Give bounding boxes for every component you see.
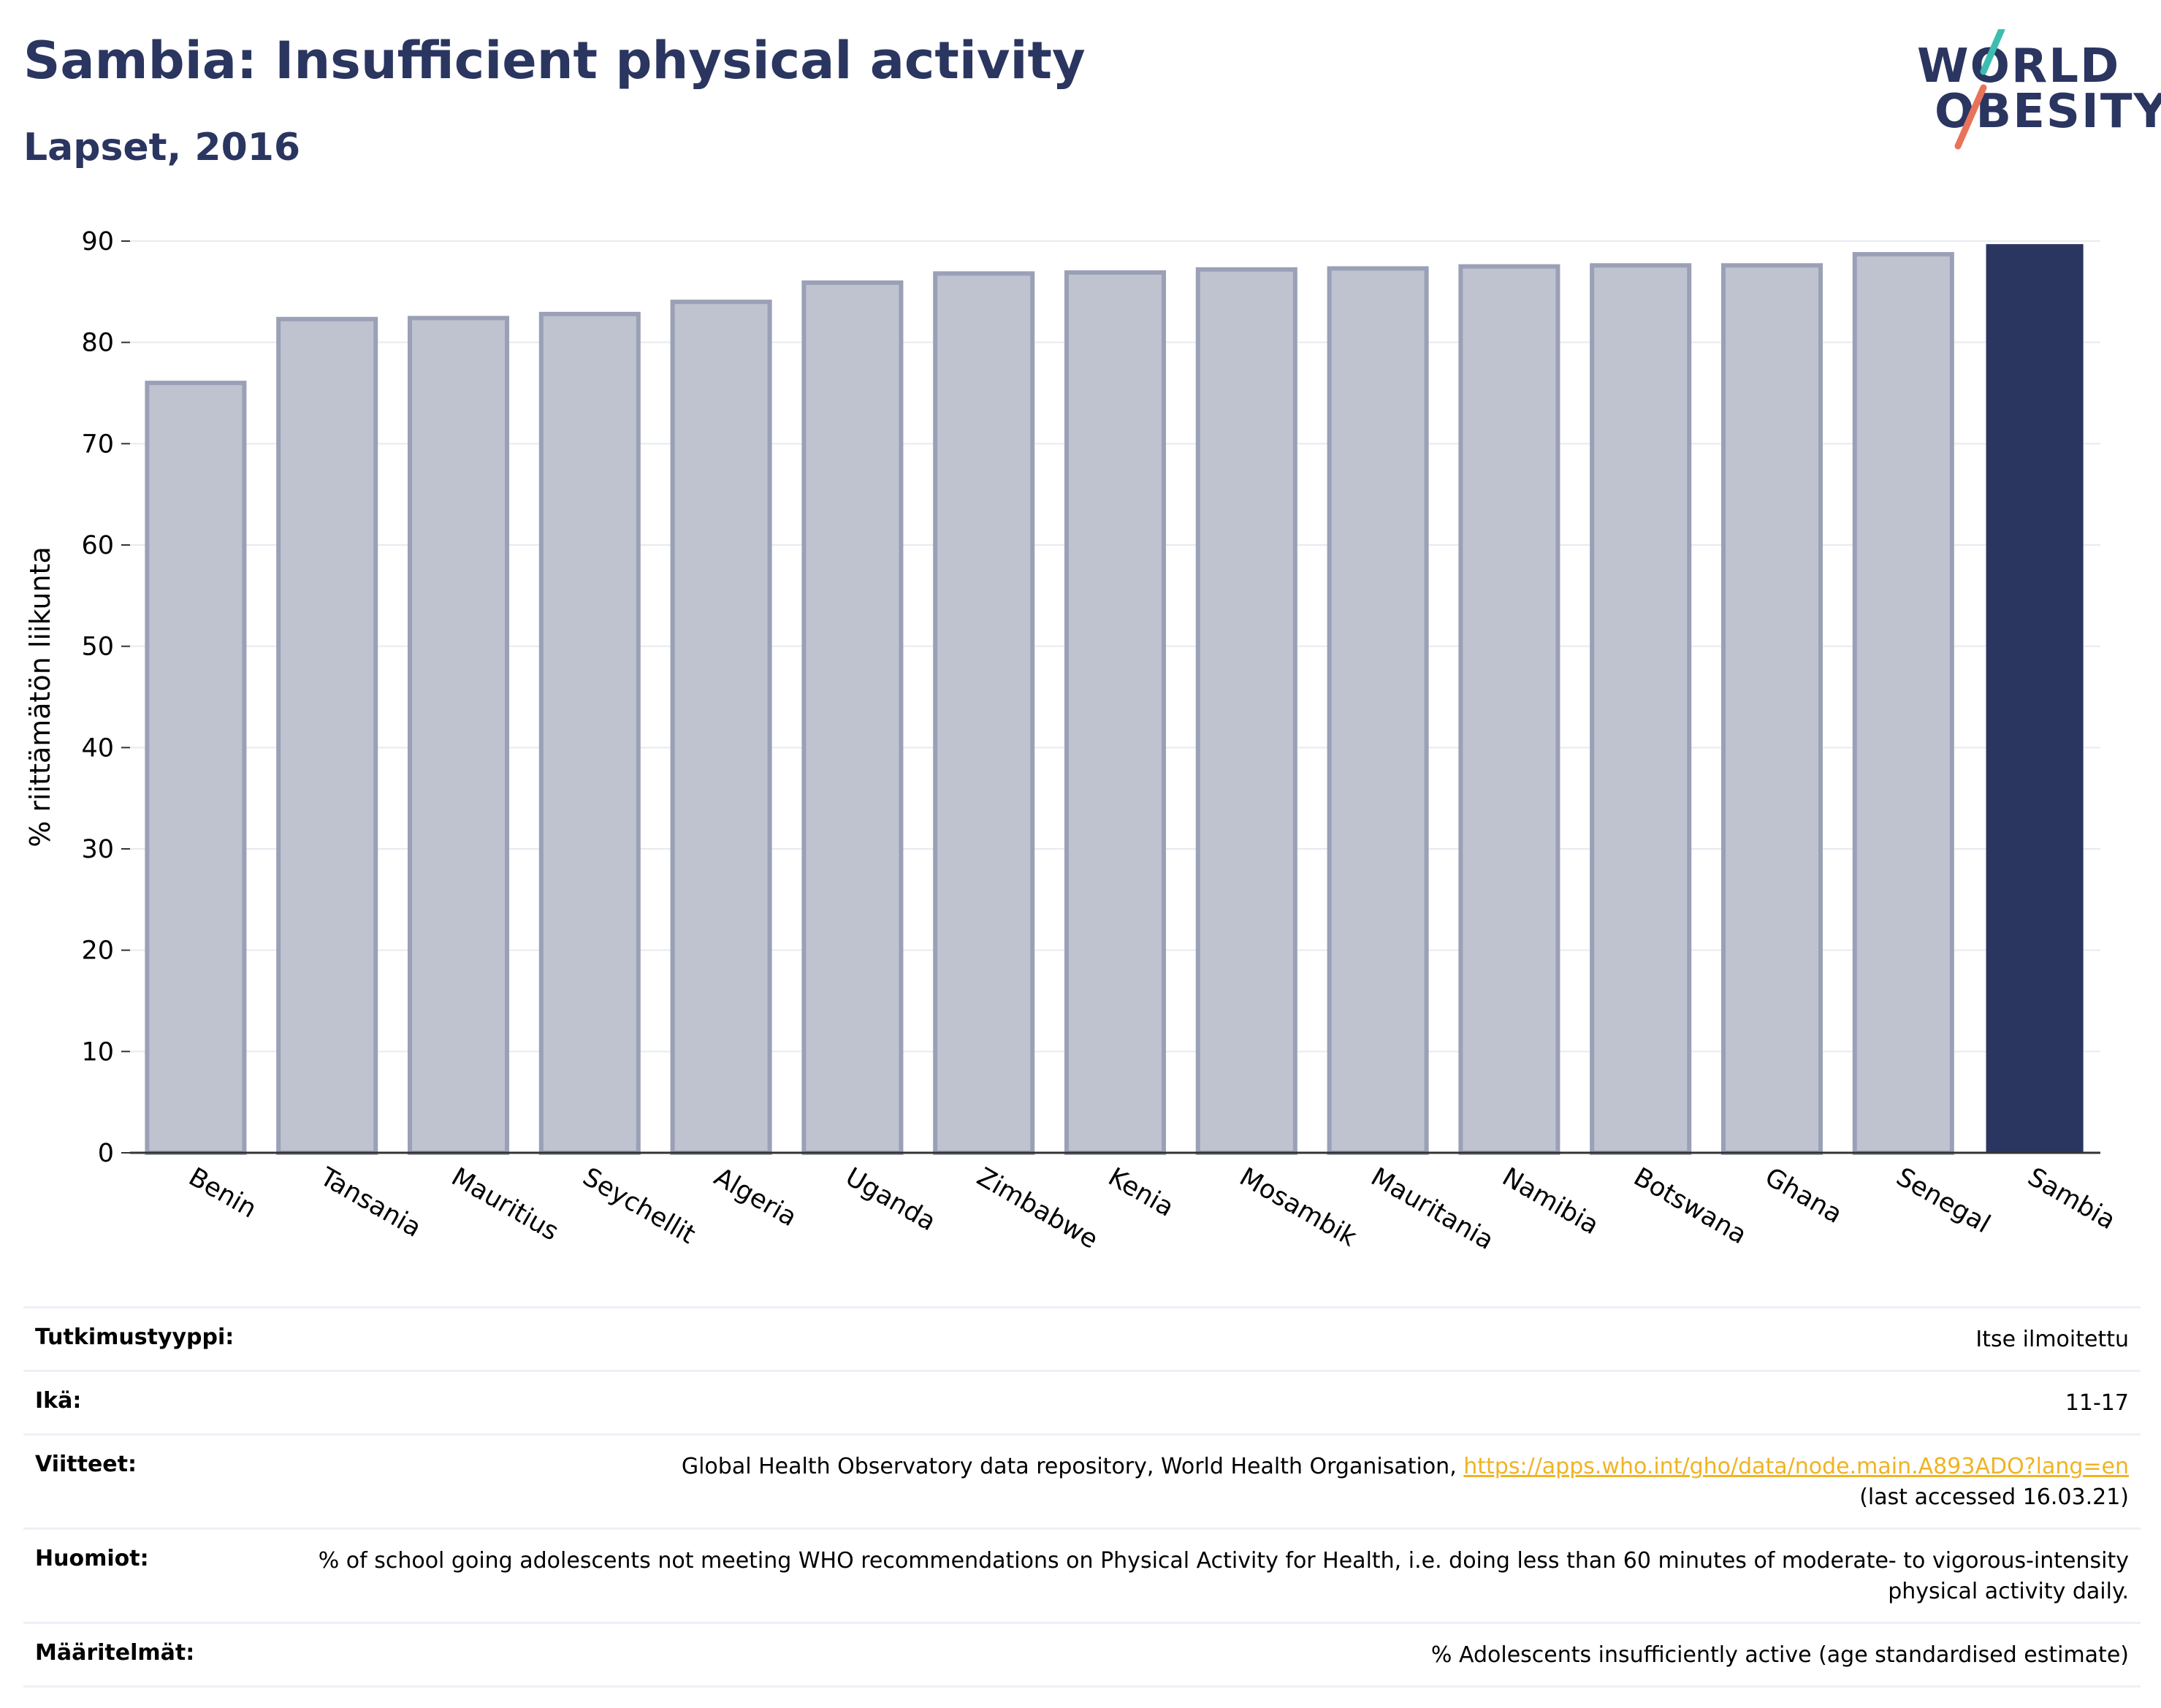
- bar-mauritius: [407, 316, 510, 1155]
- logo-slash-icon: [1954, 29, 2005, 150]
- meta-row-references: Viitteet: Global Health Observatory data…: [23, 1436, 2141, 1530]
- meta-label: Ikä:: [35, 1388, 82, 1414]
- x-tick-label: Ghana: [1760, 1162, 1847, 1229]
- x-tick-label: Seychellit: [578, 1162, 701, 1250]
- y-axis-title: % riittämätön liikunta: [24, 546, 56, 847]
- meta-row-definitions: Määritelmät: % Adolescents insufficientl…: [23, 1624, 2141, 1688]
- x-tick-label: Tansania: [314, 1162, 426, 1243]
- bar-botswana: [1590, 263, 1692, 1155]
- metadata-table: Tutkimustyyppi: Itse ilmoitettu Ikä: 11-…: [23, 1306, 2141, 1688]
- reference-text: Global Health Observatory data repositor…: [681, 1454, 1464, 1479]
- logo-line-1: WORLD: [1917, 39, 2121, 94]
- meta-value: Global Health Observatory data repositor…: [682, 1452, 2129, 1513]
- bar-senegal: [1852, 252, 1954, 1156]
- y-tick-label: 50: [81, 633, 114, 662]
- bar-sambia: [1986, 244, 2084, 1153]
- x-tick-label: Mosambik: [1235, 1162, 1362, 1253]
- bar-mauritania: [1327, 266, 1429, 1156]
- y-tick-label: 70: [81, 430, 114, 459]
- meta-label: Määritelmät:: [35, 1640, 195, 1666]
- bars: [145, 244, 2084, 1156]
- bar-namibia: [1458, 264, 1560, 1156]
- meta-value: Itse ilmoitettu: [1975, 1327, 2129, 1352]
- x-tick-label: Algeria: [709, 1162, 802, 1232]
- x-tick-label: Kenia: [1103, 1162, 1178, 1223]
- y-tick-label: 90: [81, 227, 114, 256]
- meta-row-age: Ikä: 11-17: [23, 1372, 2141, 1436]
- meta-value: 11-17: [2065, 1390, 2129, 1416]
- bar-zimbabwe: [933, 271, 1035, 1156]
- y-tick-label: 30: [81, 835, 114, 864]
- y-axis-ticks: 0 10 20 30 40 50 60 70 80 90: [81, 227, 130, 1168]
- meta-label: Huomiot:: [35, 1546, 149, 1571]
- bar-uganda: [801, 280, 904, 1155]
- bar-mosambik: [1195, 267, 1297, 1156]
- x-tick-label: Mauritania: [1366, 1162, 1498, 1256]
- x-axis-ticks: Benin Tansania Mauritius Seychellit Algeria U…: [183, 1162, 2120, 1256]
- y-tick-label: 40: [81, 733, 114, 763]
- reference-link[interactable]: https://apps.who.int/gho/data/node.main.…: [1463, 1454, 2129, 1479]
- x-tick-label: Benin: [183, 1162, 261, 1224]
- x-tick-label: Botswana: [1628, 1162, 1751, 1250]
- bar-kenia: [1064, 270, 1167, 1155]
- meta-value: % Adolescents insufficiently active (age…: [1430, 1642, 2129, 1668]
- bar-benin: [145, 381, 247, 1156]
- bar-seychellit: [538, 311, 641, 1156]
- meta-row-notes: Huomiot: % of school going adolescents n…: [23, 1530, 2141, 1624]
- y-tick-label: 0: [98, 1139, 114, 1168]
- x-tick-label: Namibia: [1497, 1162, 1603, 1240]
- bar-algeria: [670, 300, 772, 1156]
- x-tick-label: Zimbabwe: [972, 1162, 1102, 1255]
- chart-subtitle: Lapset, 2016: [23, 126, 301, 169]
- bar-ghana: [1720, 263, 1823, 1155]
- x-tick-label: Sambia: [2023, 1162, 2121, 1235]
- y-tick-label: 60: [81, 531, 114, 560]
- chart-title: Sambia: Insufficient physical activity: [23, 31, 1086, 91]
- x-tick-label: Uganda: [840, 1162, 940, 1237]
- bar-tansania: [276, 316, 378, 1156]
- y-tick-label: 10: [81, 1037, 114, 1067]
- reference-accessed: (last accessed 16.03.21): [1859, 1484, 2129, 1510]
- bar-chart: 0 10 20 30 40 50 60 70 80 90 Benin Tansania Mauriti…: [24, 227, 2120, 1256]
- meta-label: Tutkimustyyppi:: [35, 1324, 235, 1350]
- meta-value: % of school going adolescents not meetin…: [318, 1548, 2129, 1604]
- world-obesity-logo: WORLD OBESITY: [1899, 29, 2161, 161]
- x-tick-label: Mauritius: [446, 1162, 563, 1247]
- y-tick-label: 20: [81, 937, 114, 966]
- meta-row-survey-type: Tutkimustyyppi: Itse ilmoitettu: [23, 1308, 2141, 1372]
- meta-label: Viitteet:: [35, 1452, 137, 1477]
- y-tick-label: 80: [81, 329, 114, 358]
- x-tick-label: Senegal: [1891, 1162, 1995, 1239]
